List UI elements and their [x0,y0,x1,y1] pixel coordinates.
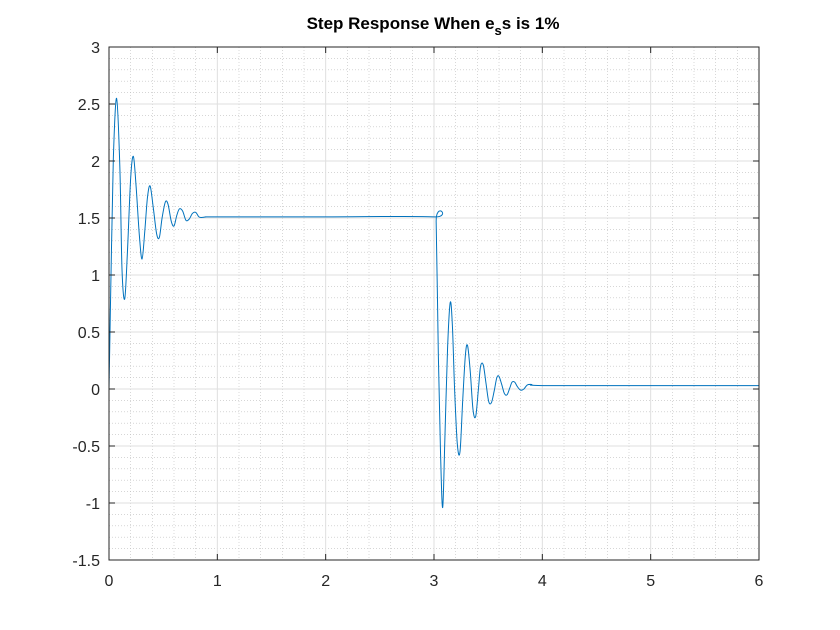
y-tick-label: 2 [91,154,100,171]
y-tick-label: 1.5 [78,211,100,228]
x-axis-tick-labels: 0 1 2 3 4 5 6 [105,573,764,590]
y-axis-tick-labels: -1.5 -1 -0.5 0 0.5 1 1.5 2 2.5 3 [72,40,100,570]
y-tick-label: 0.5 [78,325,100,342]
chart-title-suffix: s is 1% [502,14,560,33]
series-line [108,97,760,509]
x-axis-ticks [108,47,760,560]
chart-title-subscript: s [495,23,502,38]
x-tick-label: 4 [538,573,547,590]
y-axis-ticks [109,46,759,561]
y-tick-label: -1 [86,496,100,513]
x-tick-label: 2 [321,573,330,590]
chart-title-main: Step Response When e [307,14,495,33]
chart-title: Step Response When ess is 1% [307,14,560,38]
y-tick-label: -1.5 [72,553,100,570]
x-tick-label: 3 [430,573,439,590]
y-tick-label: -0.5 [72,439,100,456]
x-tick-label: 0 [105,573,114,590]
y-tick-label: 0 [91,382,100,399]
y-tick-label: 1 [91,268,100,285]
series-layer [108,97,760,509]
x-tick-label: 6 [755,573,764,590]
y-tick-label: 3 [91,40,100,57]
x-tick-label: 1 [213,573,222,590]
x-tick-label: 5 [646,573,655,590]
y-tick-label: 2.5 [78,97,100,114]
